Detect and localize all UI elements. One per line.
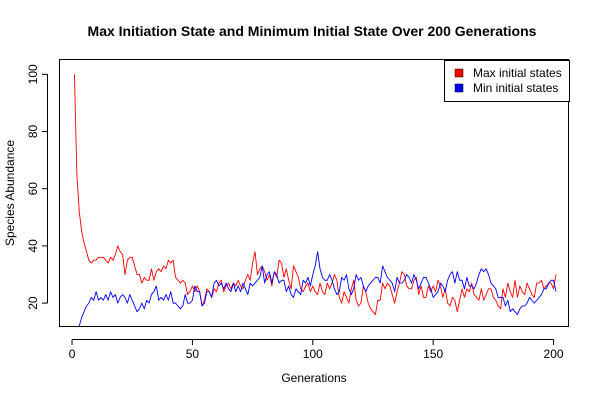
- x-tick-label: 100: [303, 347, 323, 361]
- y-tick-label: 100: [26, 64, 40, 84]
- legend-swatch-min: [454, 83, 464, 93]
- x-tick-label: 200: [544, 347, 564, 361]
- legend: Max initial states Min initial states: [444, 60, 570, 102]
- y-tick-label: 60: [26, 182, 40, 196]
- x-axis-label: Generations: [281, 371, 346, 385]
- plot-frame: [59, 59, 569, 327]
- series-line-max-initial-states: [74, 74, 557, 316]
- y-axis: 20 40 60 80 100: [26, 64, 48, 310]
- x-tick-label: 150: [423, 347, 443, 361]
- y-tick-label: 40: [26, 239, 40, 253]
- legend-swatch-max: [454, 68, 464, 78]
- y-tick-label: 20: [26, 296, 40, 310]
- y-tick-label: 80: [26, 125, 40, 139]
- x-tick-label: 50: [186, 347, 200, 361]
- x-axis: 0 50 100 150 200: [69, 339, 564, 361]
- chart-title: Max Initiation State and Minimum Initial…: [88, 23, 537, 39]
- series-layer: [74, 74, 557, 326]
- legend-box: [444, 60, 570, 102]
- series-line-min-initial-states: [78, 251, 557, 326]
- legend-label-min: Min initial states: [473, 81, 558, 95]
- x-tick-label: 0: [69, 347, 76, 361]
- y-axis-label: Species Abundance: [3, 140, 17, 246]
- legend-label-max: Max initial states: [473, 66, 562, 80]
